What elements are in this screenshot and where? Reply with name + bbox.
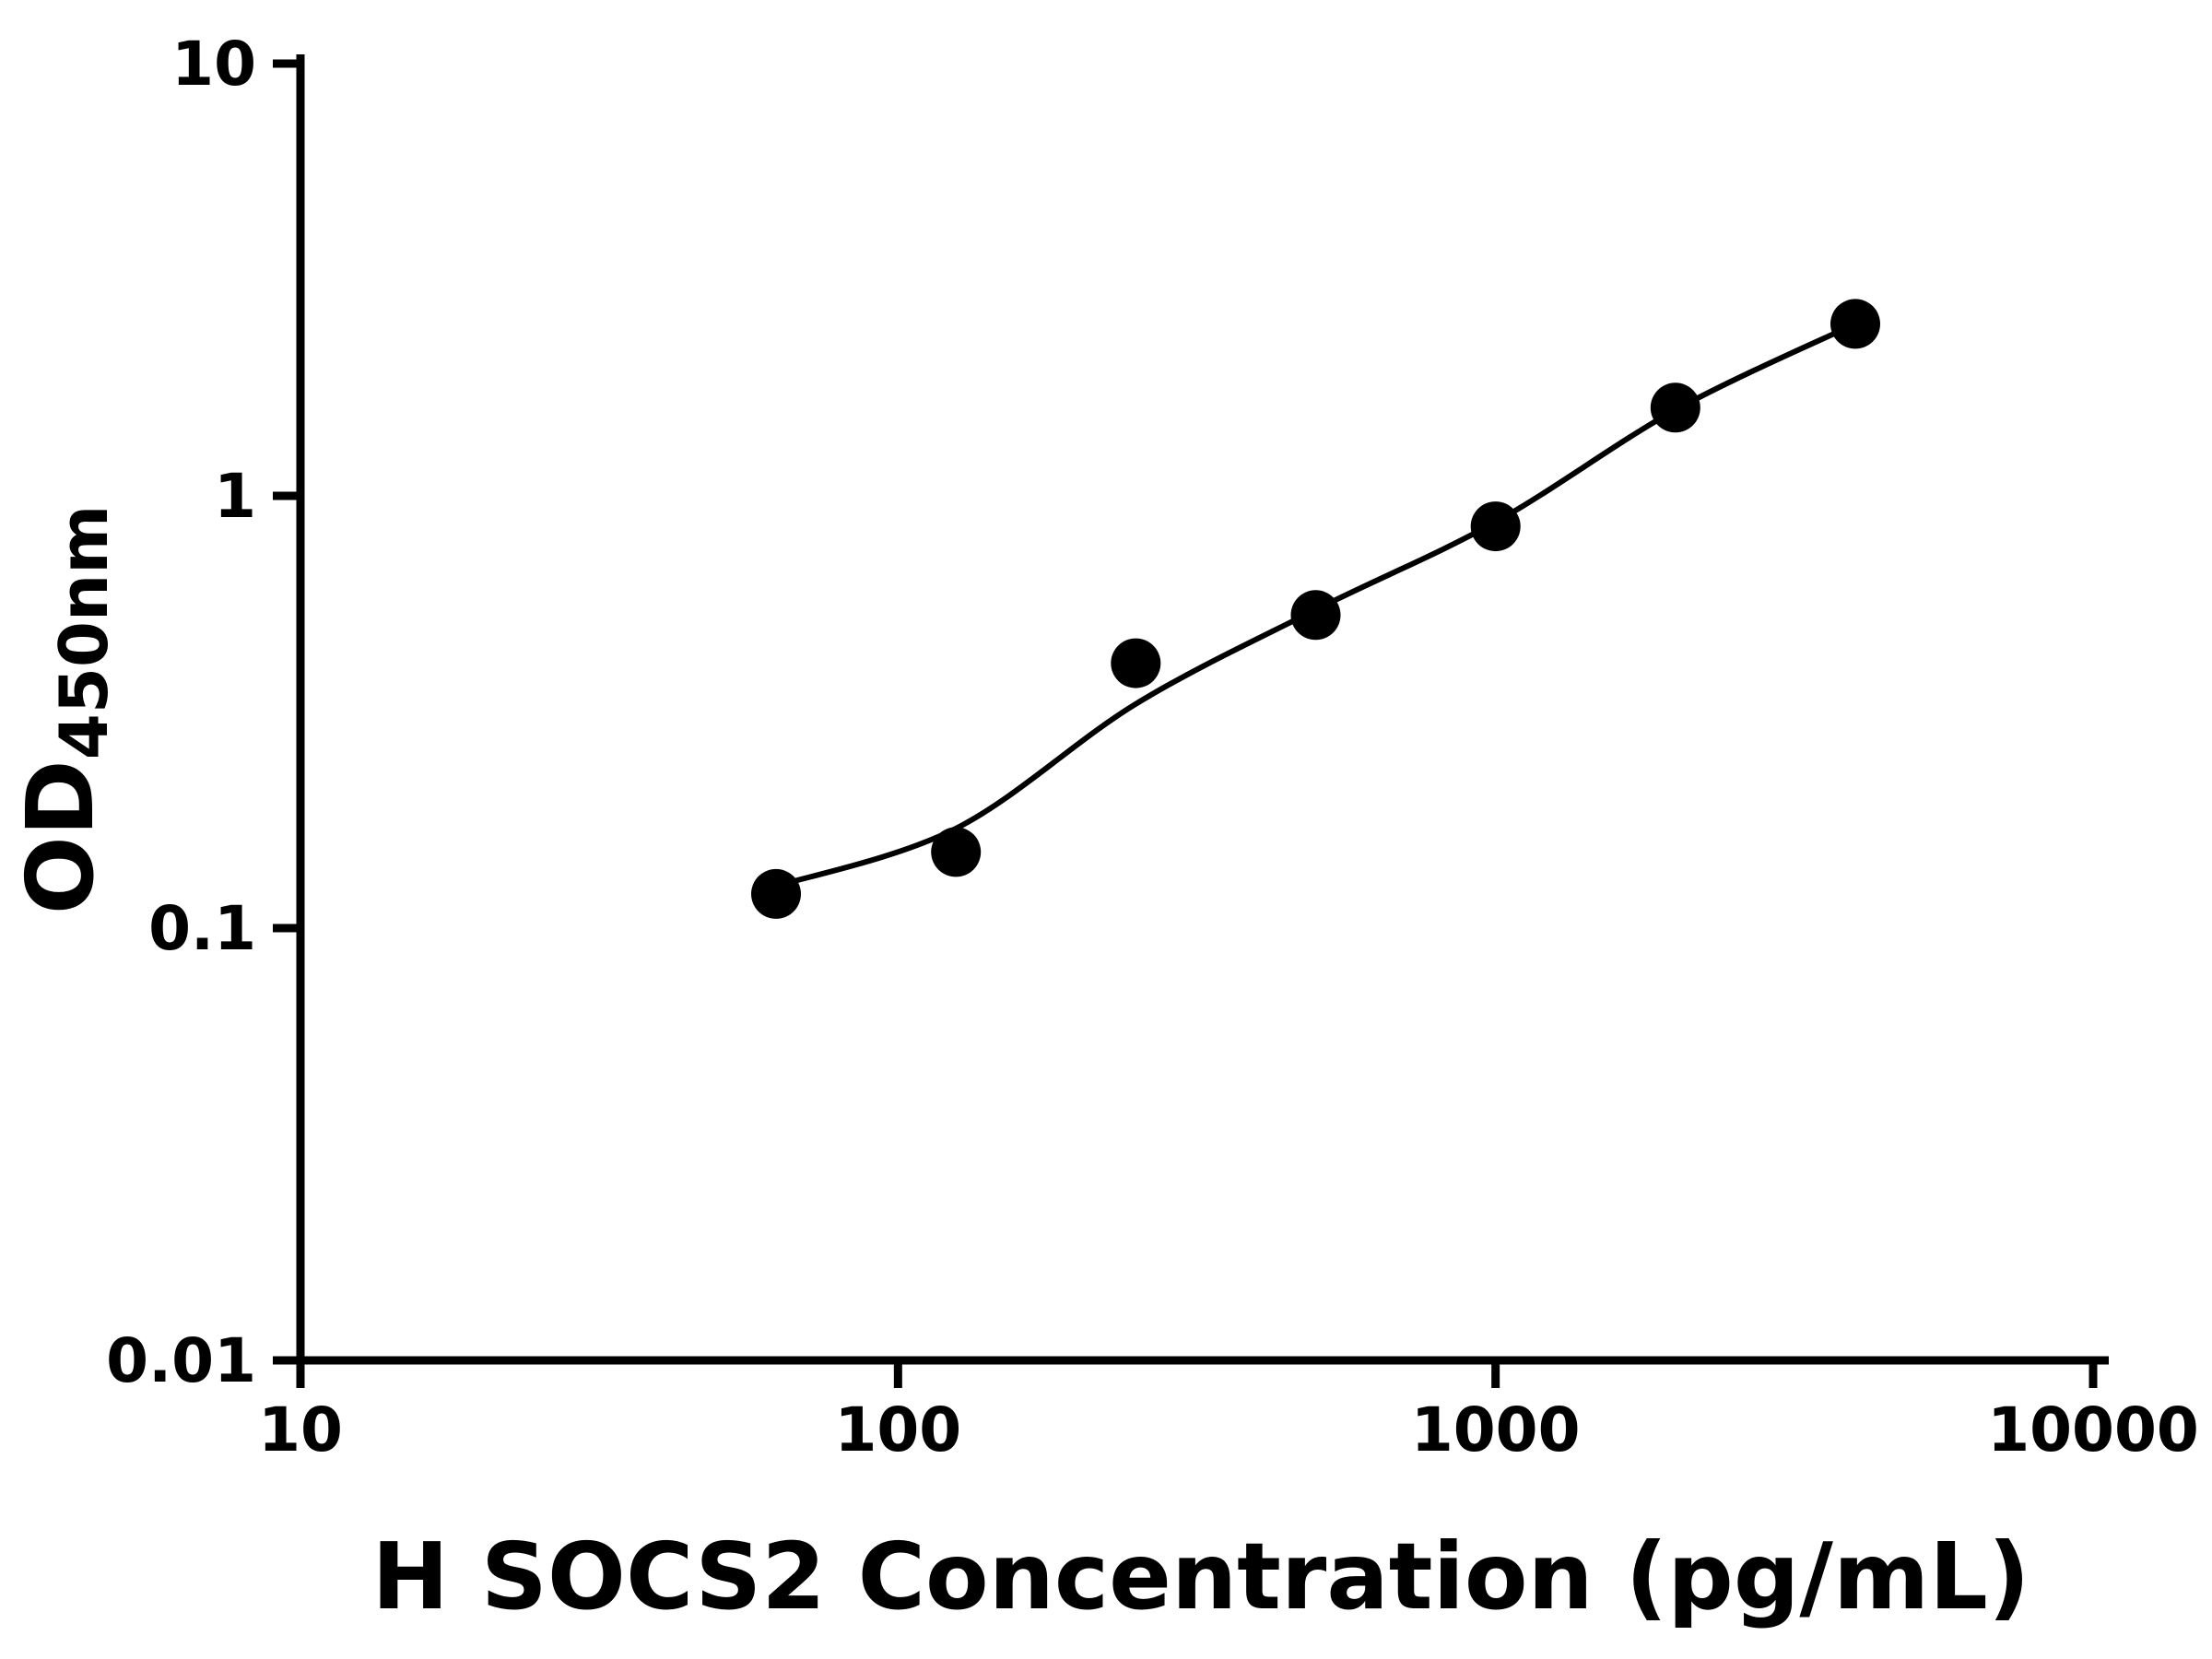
- y-tick-label: 0.1: [148, 893, 256, 964]
- data-point: [1111, 638, 1161, 688]
- x-tick-label: 10: [258, 1394, 343, 1465]
- x-axis-title: H SOCS2 Concentration (pg/mL): [371, 1523, 2030, 1630]
- data-point: [1290, 590, 1341, 641]
- data-point: [1650, 382, 1700, 433]
- y-axis-title: OD450nm: [6, 505, 123, 915]
- y-axis-title-group: OD450nm: [6, 505, 123, 915]
- data-point: [931, 827, 982, 877]
- axes-spines: [296, 54, 2109, 1365]
- y-tick-label: 10: [171, 29, 256, 100]
- y-tick-label: 0.01: [106, 1325, 256, 1396]
- plot-area: 10 100 1000 10000 0.01 0.1 1 10: [106, 29, 2199, 1465]
- x-tick-label: 1000: [1411, 1394, 1581, 1465]
- x-tick-label: 100: [834, 1394, 961, 1465]
- x-tick-label: 10000: [1987, 1394, 2199, 1465]
- data-point: [1470, 501, 1521, 552]
- data-point: [751, 868, 801, 919]
- y-axis-title-main: OD: [6, 759, 114, 914]
- y-axis-title-subscript: 450nm: [45, 505, 123, 760]
- data-point: [1830, 299, 1880, 349]
- y-tick-label: 1: [214, 461, 256, 532]
